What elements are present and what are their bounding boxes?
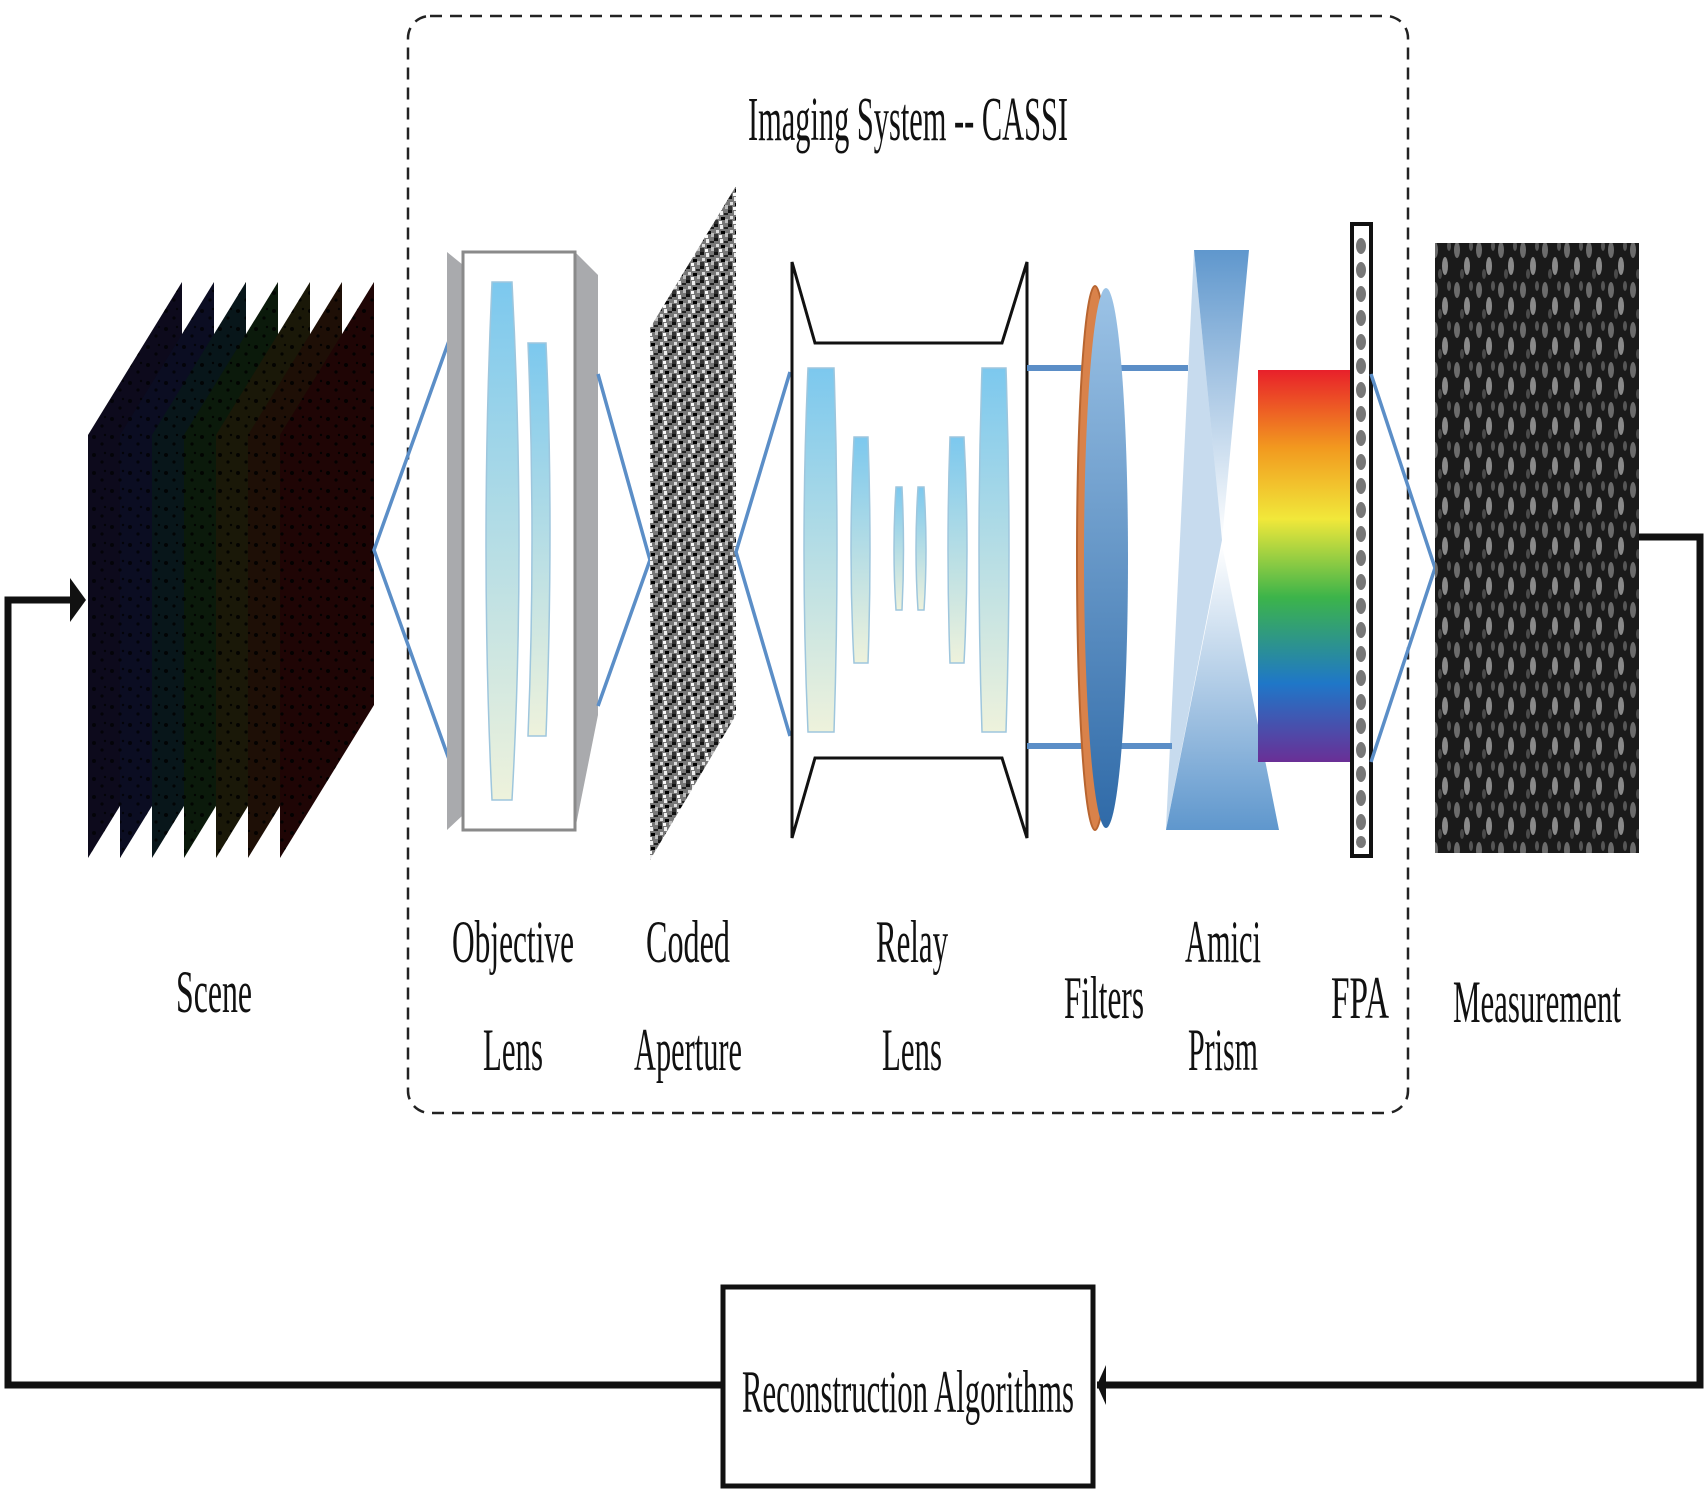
measurement-label: Measurement bbox=[1453, 969, 1621, 1035]
light-path bbox=[734, 371, 792, 737]
amici-prism-label-line1: Amici bbox=[1185, 909, 1261, 975]
light-path bbox=[372, 337, 452, 763]
feedback-arrow-right bbox=[1097, 533, 1704, 1389]
coded-aperture bbox=[650, 186, 736, 860]
reconstruction-box bbox=[720, 1284, 1096, 1489]
scene-frame bbox=[280, 282, 374, 858]
light-path bbox=[596, 373, 652, 707]
arrowhead-into-reconstruction bbox=[1097, 1365, 1106, 1405]
dispersed-spectrum bbox=[1258, 370, 1353, 762]
objective-lens-label-line2: Lens bbox=[483, 1017, 543, 1083]
feedback-arrow-left bbox=[4, 596, 723, 1389]
arrowhead-into-scene bbox=[70, 578, 86, 622]
measurement-image bbox=[1435, 243, 1639, 853]
relay-lens-label-line2: Lens bbox=[882, 1017, 942, 1083]
objective-lens-label-line1: Objective bbox=[452, 909, 574, 975]
amici-prism-label-line2: Prism bbox=[1188, 1017, 1258, 1083]
filters bbox=[1076, 285, 1128, 831]
coded-aperture-label-line2: Aperture bbox=[634, 1017, 742, 1083]
scene-cube bbox=[88, 282, 374, 858]
filters-label: Filters bbox=[1064, 965, 1144, 1031]
scene-label: Scene bbox=[176, 959, 252, 1025]
fpa-detector bbox=[1350, 222, 1373, 858]
coded-aperture-label-line1: Coded bbox=[646, 909, 730, 975]
objective-lens bbox=[447, 250, 598, 832]
reconstruction-label: Reconstruction Algorithms bbox=[742, 1359, 1074, 1425]
light-path bbox=[1369, 373, 1437, 763]
imaging-system-title: Imaging System -- CASSI bbox=[748, 86, 1068, 154]
fpa-label: FPA bbox=[1331, 965, 1389, 1031]
amici-prism bbox=[1166, 250, 1279, 830]
relay-lens-label-line1: Relay bbox=[876, 909, 948, 975]
relay-lens bbox=[790, 261, 1029, 839]
